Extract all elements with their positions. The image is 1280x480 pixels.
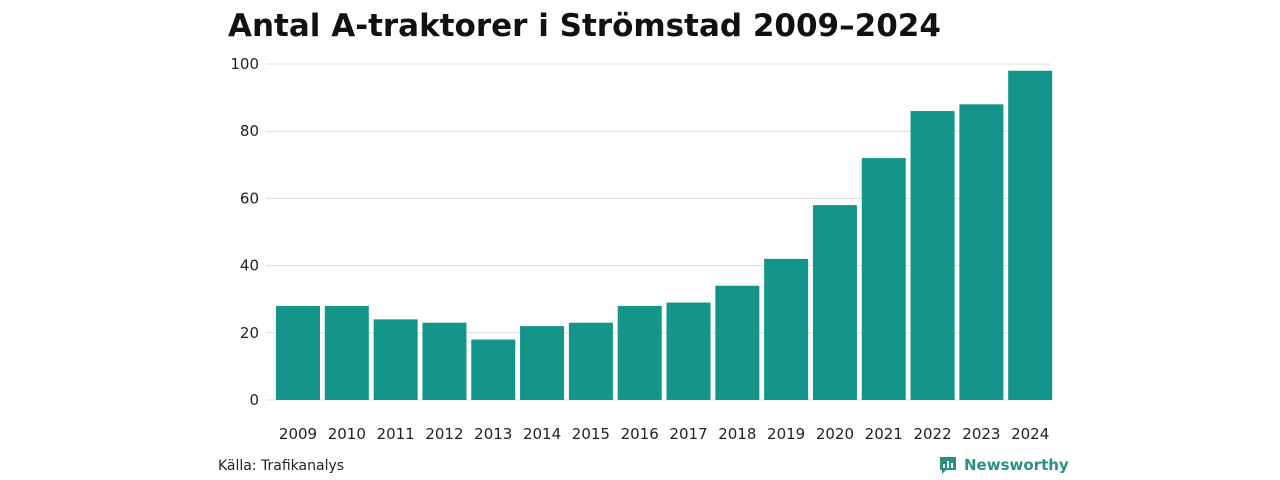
- x-axis-ticks: 2009 2010 2011 2012 2013 2014 2015 2016 2017 2018…: [279, 425, 1049, 443]
- bar-2013: [471, 339, 516, 400]
- x-tick-label: 2023: [962, 425, 1000, 443]
- x-tick-label: 2012: [425, 425, 463, 443]
- bar-2010: [324, 305, 369, 400]
- bar-2012: [422, 322, 467, 400]
- chart-title: Antal A-traktorer i Strömstad 2009–2024: [228, 8, 941, 44]
- x-tick-label: 2024: [1011, 425, 1049, 443]
- bar-2014: [520, 326, 565, 400]
- bar-2009: [276, 305, 321, 400]
- newsworthy-logo-icon: [940, 457, 956, 474]
- source-note: Källa: Trafikanalys: [218, 458, 345, 474]
- bar-2011: [373, 319, 418, 400]
- x-tick-label: 2009: [279, 425, 317, 443]
- x-tick-label: 2016: [621, 425, 659, 443]
- x-tick-label: 2014: [523, 425, 561, 443]
- x-tick-label: 2019: [767, 425, 805, 443]
- x-tick-label: 2021: [865, 425, 903, 443]
- y-tick-label: 80: [240, 122, 259, 140]
- y-tick-label: 20: [240, 324, 259, 342]
- x-tick-label: 2017: [669, 425, 707, 443]
- y-tick-label: 60: [240, 189, 259, 207]
- bar-2015: [568, 322, 613, 400]
- bar-2021: [861, 158, 906, 400]
- x-tick-label: 2018: [718, 425, 756, 443]
- y-tick-label: 100: [230, 55, 259, 73]
- bar-2020: [812, 205, 857, 400]
- x-tick-label: 2010: [328, 425, 366, 443]
- x-tick-label: 2020: [816, 425, 854, 443]
- x-tick-label: 2022: [913, 425, 951, 443]
- bar-2024: [1008, 70, 1053, 400]
- bar-2018: [715, 285, 760, 400]
- bar-2022: [910, 111, 955, 400]
- bar-2023: [959, 104, 1004, 400]
- y-axis-ticks: 0 20 40 60 80 100: [230, 55, 259, 409]
- bars: [276, 70, 1053, 400]
- x-tick-label: 2015: [572, 425, 610, 443]
- bar-2019: [764, 258, 809, 400]
- bar-2016: [617, 305, 662, 400]
- brand-logo: Newsworthy: [938, 455, 1069, 475]
- x-tick-label: 2011: [377, 425, 415, 443]
- brand-name: Newsworthy: [964, 456, 1069, 474]
- y-tick-label: 40: [240, 257, 259, 275]
- bar-2017: [666, 302, 711, 400]
- x-tick-label: 2013: [474, 425, 512, 443]
- y-tick-label: 0: [249, 391, 259, 409]
